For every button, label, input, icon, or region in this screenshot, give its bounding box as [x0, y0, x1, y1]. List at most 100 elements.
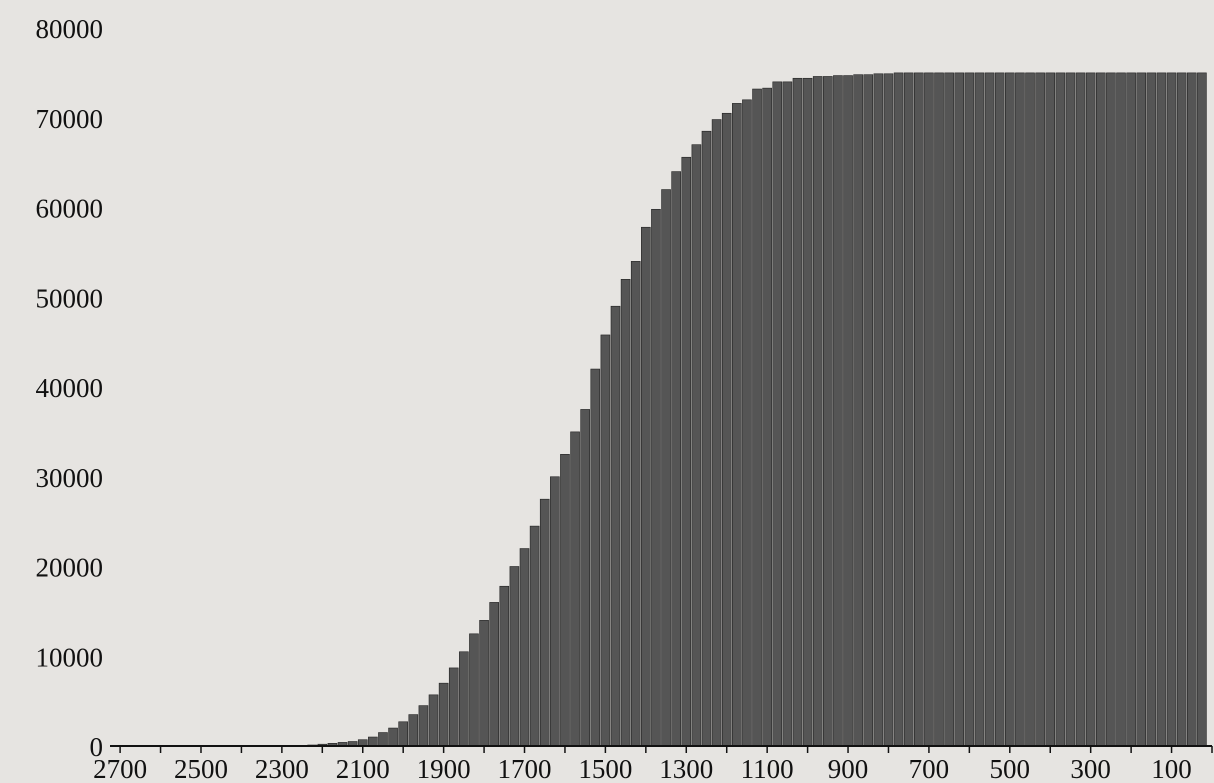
bar — [398, 721, 408, 747]
y-tick-label: 0 — [90, 732, 104, 762]
bar — [954, 72, 965, 747]
bar — [914, 72, 924, 747]
bar — [428, 694, 439, 747]
bar — [1004, 72, 1015, 747]
bar — [964, 72, 975, 747]
x-axis-ticks — [119, 746, 1213, 753]
bar — [1156, 72, 1167, 747]
bar — [873, 73, 884, 747]
y-tick-label: 40000 — [36, 373, 104, 403]
bar — [812, 76, 823, 747]
bar — [1015, 72, 1025, 747]
bar — [418, 705, 429, 747]
x-tick-label: 2100 — [336, 754, 390, 783]
bar — [1035, 72, 1045, 747]
bar — [691, 144, 702, 747]
y-tick-label: 70000 — [36, 104, 104, 134]
bar-series — [155, 72, 1207, 747]
bar — [903, 72, 914, 747]
bar — [762, 87, 772, 747]
x-tick-label: 1500 — [578, 754, 632, 783]
bar — [600, 334, 611, 747]
bar — [1116, 72, 1126, 747]
x-tick-label: 300 — [1070, 754, 1111, 783]
bar — [984, 72, 995, 747]
bar — [772, 81, 783, 747]
bar — [408, 714, 419, 747]
bar — [368, 736, 378, 747]
x-tick-label: 2500 — [174, 754, 228, 783]
x-tick-label: 1700 — [498, 754, 552, 783]
bar — [742, 99, 752, 747]
bar — [934, 72, 944, 747]
x-axis-tick-labels: 2700 2500 2300 2100 1900 1700 1500 1300 1100 900 7… — [93, 754, 1192, 783]
x-tick-label: 500 — [990, 754, 1031, 783]
bar — [1197, 72, 1207, 747]
bar — [1126, 72, 1136, 747]
bar — [823, 76, 833, 747]
x-tick-label: 2700 — [93, 754, 147, 783]
bar — [893, 72, 904, 747]
bar — [1055, 72, 1066, 747]
x-tick-label: 700 — [909, 754, 950, 783]
x-tick-label: 1100 — [741, 754, 794, 783]
y-tick-label: 30000 — [36, 463, 104, 493]
bar — [550, 476, 560, 747]
bar — [1146, 72, 1157, 747]
bar — [1045, 72, 1056, 747]
bar — [378, 732, 388, 747]
bar — [853, 74, 863, 747]
bar — [610, 305, 621, 747]
bar — [630, 261, 641, 747]
bar — [448, 667, 459, 747]
bar — [1136, 72, 1147, 747]
bar — [570, 431, 580, 747]
bar — [519, 548, 530, 747]
bar — [489, 602, 499, 747]
bar — [924, 72, 934, 747]
bar — [479, 620, 489, 747]
bar — [620, 278, 631, 747]
bar — [539, 498, 550, 747]
bar — [560, 454, 570, 747]
y-tick-label: 10000 — [36, 642, 104, 672]
y-tick-label: 80000 — [36, 14, 104, 44]
bar — [1075, 72, 1086, 747]
bar — [1166, 72, 1177, 747]
bar — [681, 156, 692, 747]
bar — [1065, 72, 1076, 747]
bar — [701, 130, 712, 747]
bar — [732, 103, 742, 747]
bar — [651, 208, 661, 747]
bar — [1025, 72, 1035, 747]
bar — [641, 226, 651, 747]
bar — [469, 633, 479, 747]
y-tick-label: 50000 — [36, 283, 104, 313]
bar — [792, 77, 803, 747]
y-axis-tick-labels: 0 10000 20000 30000 40000 50000 60000 70000 8000… — [36, 14, 104, 762]
bar — [1186, 72, 1197, 747]
bar — [661, 189, 671, 747]
bar — [580, 409, 590, 747]
bar — [883, 73, 894, 747]
y-tick-label: 60000 — [36, 194, 104, 224]
x-tick-label: 1300 — [659, 754, 713, 783]
bar — [459, 651, 469, 747]
bar — [509, 566, 520, 747]
bar — [1095, 72, 1106, 747]
bar — [499, 585, 510, 747]
bar — [863, 74, 874, 747]
bar — [1106, 72, 1116, 747]
x-tick-label: 100 — [1151, 754, 1192, 783]
x-tick-label: 2300 — [255, 754, 309, 783]
bar — [529, 525, 540, 747]
bar — [671, 171, 681, 747]
y-tick-label: 20000 — [36, 553, 104, 583]
bar — [438, 682, 449, 747]
bar — [1085, 72, 1096, 747]
bar — [752, 88, 762, 747]
bar — [721, 112, 732, 747]
bar — [944, 72, 954, 747]
bar — [711, 119, 722, 747]
